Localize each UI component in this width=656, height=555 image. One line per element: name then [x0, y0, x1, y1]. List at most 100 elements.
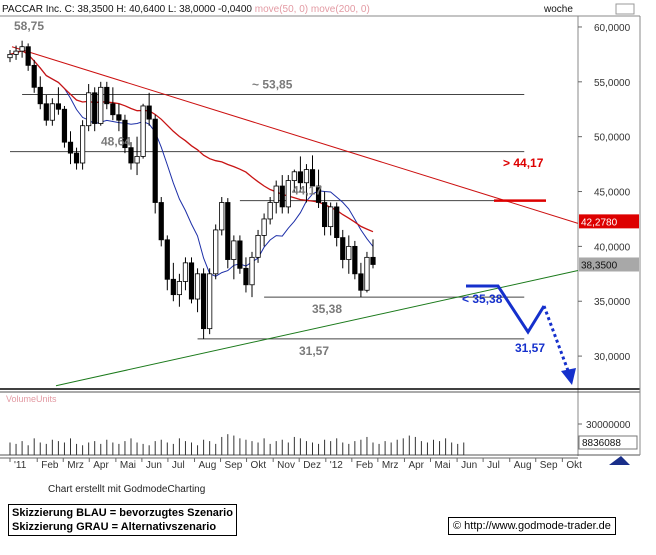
candle-body-39 — [243, 267, 249, 286]
price-tick-label-1: 55,0000 — [594, 78, 631, 89]
candle-body-38 — [237, 240, 243, 269]
scenario-path-dotted — [542, 305, 572, 377]
candle-body-8 — [55, 103, 62, 110]
x-tick-label-13: Feb — [356, 460, 374, 471]
candle-body-31 — [194, 273, 201, 300]
downtrend-line — [11, 46, 579, 224]
candle-body-49 — [303, 169, 310, 184]
ma-label-1: move(200, 0) — [311, 4, 370, 15]
candle-body-55 — [340, 237, 346, 260]
x-tick-label-18: Jul — [487, 460, 500, 471]
candle-body-27 — [170, 278, 176, 296]
chart-credit: Chart erstellt mit GodmodeCharting — [48, 484, 206, 495]
candle-body-22 — [140, 105, 146, 157]
period-label: woche — [543, 4, 573, 15]
candle-body-53 — [328, 206, 334, 228]
candle-body-57 — [352, 245, 358, 275]
candle-body-37 — [231, 240, 237, 260]
x-tick-label-19: Aug — [514, 460, 532, 471]
candle-body-12 — [80, 125, 86, 164]
candle-body-36 — [225, 202, 231, 260]
ma200-tag-label: 42,2780 — [581, 217, 618, 228]
candle-body-45 — [279, 185, 285, 208]
candle-body-35 — [219, 202, 225, 231]
candle-body-30 — [188, 262, 195, 300]
price-tick-label-5: 35,0000 — [594, 297, 631, 308]
x-tick-label-1: Feb — [41, 460, 59, 471]
ma200-tag — [579, 214, 639, 229]
ma-label-0: move(50, 0) — [255, 4, 311, 15]
candle-body-7 — [49, 103, 55, 121]
scenario-path-blue — [466, 284, 546, 335]
candle-body-10 — [67, 141, 74, 154]
candle-body-50 — [309, 169, 316, 187]
volume-last-tag — [578, 435, 638, 450]
candle-body-15 — [98, 86, 104, 124]
volume-last-label: 8836088 — [582, 438, 621, 449]
candle-body-19 — [122, 119, 128, 149]
candle-body-21 — [134, 156, 140, 164]
candle-body-25 — [158, 202, 164, 241]
legend-line-blue: Skizzierung BLAU = bevorzugtes Szenario — [12, 507, 233, 519]
candle-body-42 — [261, 218, 267, 236]
candle-body-40 — [249, 256, 255, 286]
x-tick-label-11: Dez — [303, 460, 321, 471]
uptrend-line — [55, 270, 579, 387]
breakout-label: > 44,17 — [503, 156, 544, 170]
candle-body-46 — [285, 180, 291, 208]
x-tick-label-2: Mrz — [67, 460, 84, 471]
candle-body-2 — [19, 46, 25, 52]
breakdown-label: < 35,38 — [462, 292, 503, 306]
candle-body-0 — [7, 53, 13, 59]
candle-body-14 — [92, 92, 98, 124]
candle-body-16 — [104, 86, 110, 105]
source-url: http://www.godmode-trader.de — [464, 520, 611, 532]
price-tick-label-4: 40,0000 — [594, 242, 631, 253]
copyright-icon: © — [453, 520, 462, 532]
x-tick-label-4: Mai — [120, 460, 136, 471]
candle-body-11 — [73, 152, 80, 164]
candle-body-4 — [31, 64, 37, 88]
x-tick-label-6: Jul — [172, 460, 185, 471]
x-tick-label-0: '11 — [14, 460, 27, 471]
candle-body-3 — [25, 46, 31, 66]
last-price-label: 38,3500 — [581, 260, 618, 271]
x-tick-label-20: Sep — [540, 460, 558, 471]
candle-body-17 — [110, 103, 116, 116]
price-tick-label-6: 30,0000 — [594, 352, 631, 363]
level-label-2: 44,17 — [292, 184, 322, 198]
candle-body-44 — [273, 185, 279, 203]
candle-body-9 — [61, 108, 68, 143]
candle-body-59 — [364, 256, 370, 291]
candle-body-56 — [346, 245, 352, 260]
candle-body-51 — [315, 185, 322, 203]
candle-body-13 — [86, 92, 92, 127]
ticker-header: PACCAR Inc. C: 38,3500 H: 40,6400 L: 38,… — [2, 4, 370, 15]
candle-body-26 — [164, 239, 170, 280]
candle-body-41 — [255, 235, 261, 258]
volume-tick-label: 30000000 — [586, 420, 631, 431]
x-tick-label-14: Mrz — [382, 460, 399, 471]
draw-tool-icon — [609, 456, 630, 465]
price-tick-label-2: 50,0000 — [594, 133, 631, 144]
level-label-3: 35,38 — [312, 302, 342, 316]
candle-body-32 — [200, 273, 207, 330]
ticker-quote: C: 38,3500 H: 40,6400 L: 38,0000 -0,0400 — [65, 4, 255, 15]
zoom-icon — [615, 3, 635, 15]
price-tick-label-0: 60,0000 — [594, 23, 631, 34]
level-label-0: ~ 53,85 — [252, 77, 293, 91]
x-tick-label-7: Aug — [199, 460, 217, 471]
x-tick-label-21: Okt — [566, 460, 582, 471]
candle-body-52 — [321, 202, 328, 228]
candle-body-24 — [152, 118, 158, 203]
candle-body-47 — [291, 171, 297, 181]
target-label: 31,57 — [515, 341, 545, 355]
source-link[interactable]: © http://www.godmode-trader.de — [448, 517, 616, 535]
x-tick-label-12: '12 — [330, 460, 343, 471]
candle-body-29 — [182, 262, 189, 282]
x-tick-label-10: Nov — [277, 460, 295, 471]
x-tick-label-8: Sep — [225, 460, 243, 471]
candle-body-54 — [334, 206, 340, 239]
